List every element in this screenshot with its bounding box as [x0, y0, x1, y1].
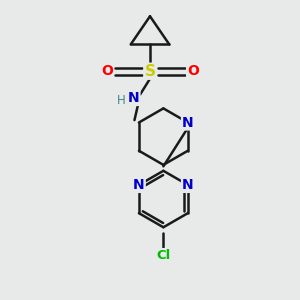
Text: O: O — [101, 64, 113, 78]
Text: Cl: Cl — [156, 249, 170, 262]
Text: N: N — [128, 91, 140, 105]
Text: H: H — [117, 94, 125, 107]
Text: N: N — [133, 178, 145, 192]
Text: N: N — [182, 116, 194, 130]
Text: N: N — [182, 178, 194, 192]
Text: O: O — [187, 64, 199, 78]
Text: S: S — [145, 64, 155, 79]
